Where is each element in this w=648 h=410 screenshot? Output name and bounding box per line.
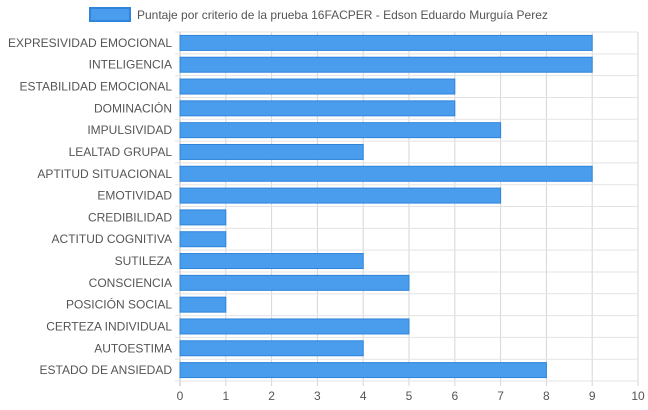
bar <box>179 143 364 160</box>
category-label: INTELIGENCIA <box>89 58 172 72</box>
category-label: APTITUD SITUACIONAL <box>37 167 172 181</box>
bar <box>179 122 502 139</box>
legend-label: Puntaje por criterio de la prueba 16FACP… <box>137 8 548 22</box>
category-label: LEALTAD GRUPAL <box>69 145 173 159</box>
bar <box>179 274 410 291</box>
bar <box>179 56 593 73</box>
bar <box>179 34 593 51</box>
category-label: ESTADO DE ANSIEDAD <box>40 363 173 377</box>
x-tick-label: 3 <box>314 389 321 403</box>
x-tick-label: 10 <box>631 389 645 403</box>
category-label: SUTILEZA <box>115 254 172 268</box>
category-label: EMOTIVIDAD <box>97 189 172 203</box>
category-label: EXPRESIVIDAD EMOCIONAL <box>8 36 172 50</box>
category-label: CREDIBILIDAD <box>88 210 172 224</box>
category-labels: EXPRESIVIDAD EMOCIONAL INTELIGENCIA ESTABI… <box>8 36 172 377</box>
bar <box>179 318 410 335</box>
x-tick-label: 8 <box>543 389 550 403</box>
bar <box>179 209 227 226</box>
bar <box>179 100 456 117</box>
category-label: DOMINACIÓN <box>94 100 172 115</box>
x-tick-label: 9 <box>589 389 596 403</box>
x-tick-label: 5 <box>406 389 413 403</box>
bar <box>179 78 456 95</box>
legend[interactable]: Puntaje por criterio de la prueba 16FACP… <box>89 7 548 22</box>
bar <box>179 296 227 313</box>
bar <box>179 187 502 204</box>
x-tick-label: 2 <box>268 389 275 403</box>
bar <box>179 362 547 379</box>
category-label: AUTOESTIMA <box>94 341 172 355</box>
bar <box>179 340 364 357</box>
bar <box>179 253 364 270</box>
x-tick-label: 7 <box>497 389 504 403</box>
bars <box>179 34 593 379</box>
legend-swatch <box>89 7 131 22</box>
x-tick-label: 6 <box>451 389 458 403</box>
x-axis-ticks: 0 1 2 3 4 5 6 7 8 9 10 <box>177 389 645 403</box>
bar <box>179 165 593 182</box>
category-label: CERTEZA INDIVIDUAL <box>46 319 172 333</box>
x-tick-label: 0 <box>177 389 184 403</box>
category-label: ACTITUD COGNITIVA <box>52 232 172 246</box>
category-label: ESTABILIDAD EMOCIONAL <box>20 80 173 94</box>
category-label: IMPULSIVIDAD <box>87 123 172 137</box>
bar <box>179 231 227 248</box>
x-tick-label: 4 <box>360 389 367 403</box>
category-label: CONSCIENCIA <box>89 276 172 290</box>
category-label: POSICIÓN SOCIAL <box>66 297 172 312</box>
x-tick-label: 1 <box>222 389 229 403</box>
